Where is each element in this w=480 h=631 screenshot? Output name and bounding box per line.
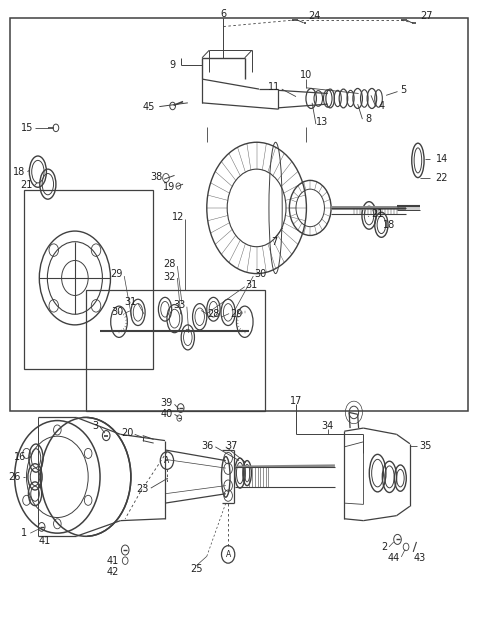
Text: 17: 17 [290, 396, 302, 406]
Text: 12: 12 [172, 211, 184, 221]
Text: 33: 33 [173, 300, 185, 310]
Text: 34: 34 [322, 421, 334, 430]
Text: 9: 9 [169, 61, 176, 70]
Text: 36: 36 [202, 440, 214, 451]
Text: 2: 2 [381, 542, 387, 552]
Text: 29: 29 [110, 269, 122, 280]
Text: 1: 1 [21, 528, 27, 538]
Text: 45: 45 [143, 102, 155, 112]
Text: 5: 5 [400, 85, 407, 95]
Text: 38: 38 [150, 172, 162, 182]
Text: 37: 37 [225, 440, 237, 451]
Text: 3: 3 [93, 421, 98, 430]
Text: 14: 14 [435, 154, 448, 164]
Text: 41: 41 [106, 556, 119, 565]
Text: 27: 27 [420, 11, 432, 21]
Text: 8: 8 [365, 114, 372, 124]
Bar [86, 290, 265, 411]
Text: 13: 13 [316, 117, 328, 127]
Text: 42: 42 [106, 567, 119, 577]
Text: 39: 39 [160, 398, 173, 408]
Bar [24, 191, 153, 369]
Text: 21: 21 [371, 209, 384, 219]
Text: 28: 28 [208, 309, 220, 319]
Text: A: A [226, 550, 231, 559]
Text: A: A [164, 456, 169, 465]
Text: 43: 43 [413, 553, 425, 563]
Text: 35: 35 [420, 440, 432, 451]
Text: 28: 28 [164, 259, 176, 269]
Text: 18: 18 [13, 167, 25, 177]
Text: 16: 16 [14, 452, 26, 462]
Text: 20: 20 [121, 428, 133, 438]
Text: 41: 41 [38, 536, 50, 546]
Text: 44: 44 [387, 553, 399, 563]
Text: 7: 7 [271, 237, 277, 247]
Text: 6: 6 [220, 9, 227, 19]
Text: 23: 23 [136, 485, 149, 494]
Text: 10: 10 [300, 70, 312, 80]
Text: 26: 26 [9, 472, 21, 482]
Text: 30: 30 [254, 269, 266, 280]
Text: 11: 11 [268, 81, 280, 91]
Text: 31: 31 [246, 280, 258, 290]
Text: 40: 40 [160, 410, 173, 420]
Text: 32: 32 [164, 272, 176, 281]
Text: 24: 24 [308, 11, 320, 21]
Text: 18: 18 [384, 220, 396, 230]
Text: 15: 15 [21, 123, 34, 133]
Text: 30: 30 [111, 307, 124, 317]
Text: 4: 4 [379, 101, 384, 111]
Text: 29: 29 [230, 309, 243, 319]
Text: 19: 19 [163, 182, 176, 192]
Text: 25: 25 [190, 564, 203, 574]
Bar [10, 18, 468, 411]
Text: 22: 22 [435, 173, 448, 183]
Text: 31: 31 [124, 297, 137, 307]
Text: 21: 21 [20, 180, 32, 191]
